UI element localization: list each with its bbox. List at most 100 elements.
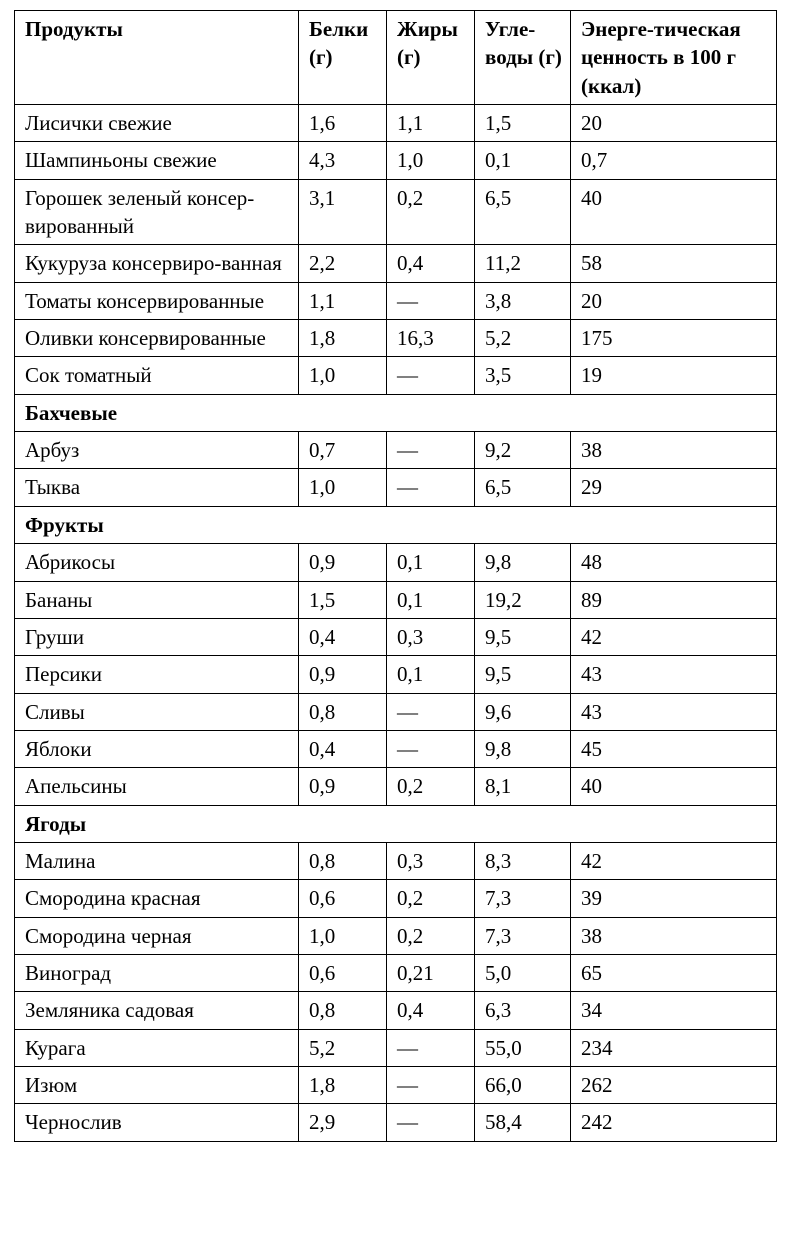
section-row: Ягоды [15, 805, 777, 842]
table-row: Сливы0,8—9,643 [15, 693, 777, 730]
cell-fat: — [387, 1066, 475, 1103]
cell-fat: 0,1 [387, 581, 475, 618]
cell-kcal: 242 [571, 1104, 777, 1141]
cell-prot: 1,8 [299, 1066, 387, 1103]
cell-name: Горошек зеленый консер-вированный [15, 179, 299, 245]
cell-fat: 0,2 [387, 917, 475, 954]
section-label: Фрукты [15, 506, 777, 543]
cell-fat: — [387, 432, 475, 469]
cell-prot: 1,8 [299, 320, 387, 357]
cell-kcal: 20 [571, 105, 777, 142]
cell-fat: — [387, 469, 475, 506]
cell-prot: 0,8 [299, 693, 387, 730]
col-header-fat: Жиры (г) [387, 11, 475, 105]
cell-kcal: 234 [571, 1029, 777, 1066]
cell-prot: 1,5 [299, 581, 387, 618]
cell-prot: 0,6 [299, 954, 387, 991]
table-row: Малина0,80,38,342 [15, 842, 777, 879]
cell-fat: 1,0 [387, 142, 475, 179]
cell-carb: 9,8 [475, 730, 571, 767]
cell-carb: 66,0 [475, 1066, 571, 1103]
cell-carb: 9,5 [475, 618, 571, 655]
table-row: Смородина красная0,60,27,339 [15, 880, 777, 917]
table-row: Смородина черная1,00,27,338 [15, 917, 777, 954]
section-row: Бахчевые [15, 394, 777, 431]
cell-kcal: 43 [571, 656, 777, 693]
cell-prot: 2,9 [299, 1104, 387, 1141]
cell-kcal: 40 [571, 179, 777, 245]
cell-name: Абрикосы [15, 544, 299, 581]
cell-carb: 9,6 [475, 693, 571, 730]
cell-fat: 0,1 [387, 656, 475, 693]
table-row: Горошек зеленый консер-вированный3,10,26… [15, 179, 777, 245]
cell-prot: 0,7 [299, 432, 387, 469]
cell-carb: 19,2 [475, 581, 571, 618]
cell-prot: 1,0 [299, 917, 387, 954]
cell-name: Груши [15, 618, 299, 655]
cell-carb: 9,2 [475, 432, 571, 469]
cell-fat: — [387, 357, 475, 394]
col-header-kcal: Энерге-тическая ценность в 100 г (ккал) [571, 11, 777, 105]
section-label: Бахчевые [15, 394, 777, 431]
cell-fat: 16,3 [387, 320, 475, 357]
table-row: Апельсины0,90,28,140 [15, 768, 777, 805]
cell-fat: — [387, 730, 475, 767]
cell-fat: 0,21 [387, 954, 475, 991]
table-row: Яблоки0,4—9,845 [15, 730, 777, 767]
table-row: Земляника садовая0,80,46,334 [15, 992, 777, 1029]
cell-prot: 1,6 [299, 105, 387, 142]
cell-kcal: 40 [571, 768, 777, 805]
cell-prot: 0,4 [299, 618, 387, 655]
cell-carb: 0,1 [475, 142, 571, 179]
cell-prot: 0,8 [299, 842, 387, 879]
cell-kcal: 42 [571, 842, 777, 879]
cell-kcal: 175 [571, 320, 777, 357]
col-header-prot: Белки (г) [299, 11, 387, 105]
cell-prot: 1,0 [299, 469, 387, 506]
cell-kcal: 29 [571, 469, 777, 506]
cell-fat: — [387, 1104, 475, 1141]
cell-fat: 0,4 [387, 245, 475, 282]
cell-carb: 7,3 [475, 917, 571, 954]
cell-kcal: 20 [571, 282, 777, 319]
cell-name: Чернослив [15, 1104, 299, 1141]
section-label: Ягоды [15, 805, 777, 842]
cell-prot: 0,9 [299, 656, 387, 693]
cell-kcal: 48 [571, 544, 777, 581]
cell-carb: 11,2 [475, 245, 571, 282]
cell-name: Арбуз [15, 432, 299, 469]
cell-kcal: 42 [571, 618, 777, 655]
cell-fat: — [387, 282, 475, 319]
cell-name: Апельсины [15, 768, 299, 805]
cell-prot: 0,4 [299, 730, 387, 767]
table-row: Бананы1,50,119,289 [15, 581, 777, 618]
cell-prot: 1,1 [299, 282, 387, 319]
col-header-carb: Угле-воды (г) [475, 11, 571, 105]
cell-kcal: 38 [571, 432, 777, 469]
cell-fat: 0,2 [387, 179, 475, 245]
cell-prot: 1,0 [299, 357, 387, 394]
cell-prot: 2,2 [299, 245, 387, 282]
table-header-row: Продукты Белки (г) Жиры (г) Угле-воды (г… [15, 11, 777, 105]
cell-name: Сок томатный [15, 357, 299, 394]
cell-fat: 0,4 [387, 992, 475, 1029]
cell-carb: 7,3 [475, 880, 571, 917]
table-row: Груши0,40,39,542 [15, 618, 777, 655]
cell-name: Смородина черная [15, 917, 299, 954]
cell-prot: 5,2 [299, 1029, 387, 1066]
cell-fat: — [387, 1029, 475, 1066]
table-row: Лисички свежие1,61,11,520 [15, 105, 777, 142]
cell-kcal: 58 [571, 245, 777, 282]
table-row: Арбуз0,7—9,238 [15, 432, 777, 469]
table-row: Чернослив2,9—58,4242 [15, 1104, 777, 1141]
table-row: Абрикосы0,90,19,848 [15, 544, 777, 581]
cell-prot: 0,6 [299, 880, 387, 917]
table-row: Виноград0,60,215,065 [15, 954, 777, 991]
cell-carb: 6,3 [475, 992, 571, 1029]
cell-name: Тыква [15, 469, 299, 506]
cell-name: Кукуруза консервиро-ванная [15, 245, 299, 282]
table-body: Лисички свежие1,61,11,520Шампиньоны свеж… [15, 105, 777, 1142]
cell-carb: 3,5 [475, 357, 571, 394]
cell-name: Курага [15, 1029, 299, 1066]
table-row: Кукуруза консервиро-ванная2,20,411,258 [15, 245, 777, 282]
